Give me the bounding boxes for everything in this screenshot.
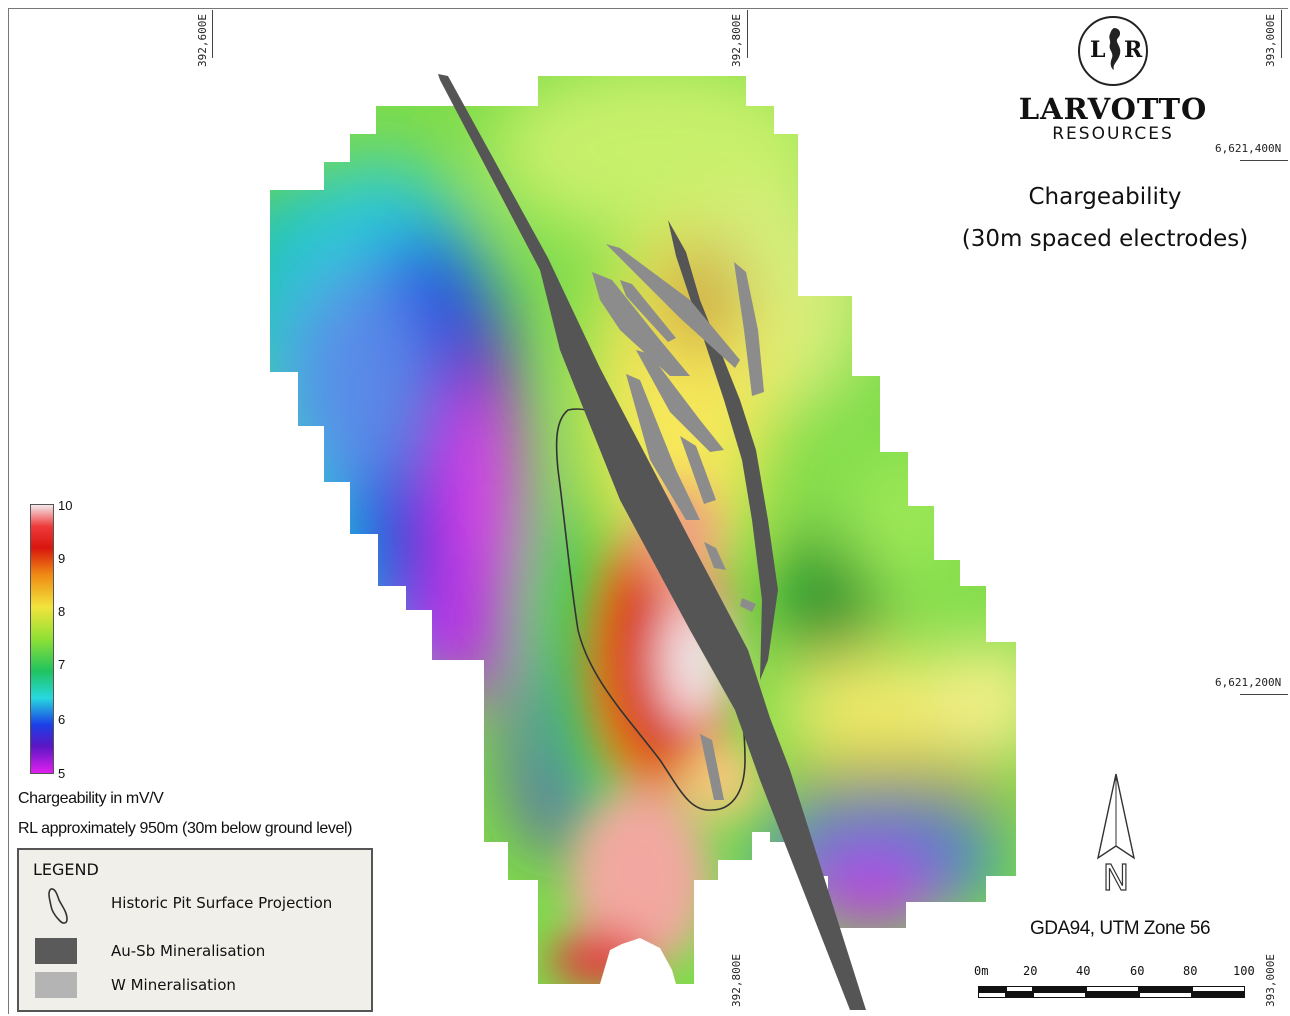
grid-system-label: GDA94, UTM Zone 56 [1030, 918, 1211, 939]
logo-letter-r: R [1124, 37, 1143, 63]
north-letter: N [1103, 858, 1130, 896]
easting-tick-392600 [212, 10, 213, 58]
scalebar-label-60: 60 [1130, 964, 1145, 978]
brand-subtitle: RESOURCES [1052, 124, 1174, 144]
legend-label-w: W Mineralisation [111, 976, 236, 994]
scalebar-seg [1086, 986, 1139, 992]
map-title: Chargeability (30m spaced electrodes) [940, 176, 1270, 260]
map-frame [8, 8, 1288, 1014]
scalebar-label-80: 80 [1183, 964, 1198, 978]
scale-tick-6: 6 [58, 712, 66, 727]
logo-letter-l: L [1090, 37, 1106, 63]
scalebar-label-40: 40 [1076, 964, 1091, 978]
au-sb-vein-east [668, 220, 778, 680]
legend-box: LEGEND Historic Pit Surface Projection A… [17, 848, 373, 1012]
chargeability-unit-label: Chargeability in mV/V [18, 790, 164, 807]
w-mineralisation-lenses [592, 244, 764, 800]
chargeability-color-scale [30, 504, 54, 774]
scalebar-seg [1086, 992, 1139, 998]
brand-name: LARVOTTO [1018, 92, 1208, 126]
legend-title: LEGEND [33, 860, 99, 879]
scalebar-label-20: 20 [1023, 964, 1038, 978]
scale-tick-5: 5 [58, 766, 66, 781]
scalebar-seg [1033, 986, 1086, 992]
scalebar-seg [1192, 986, 1245, 992]
scalebar-label-100: 100 [1233, 964, 1255, 978]
scalebar-seg [1006, 992, 1033, 998]
northing-tick-upper [1240, 160, 1288, 161]
legend-label-pit: Historic Pit Surface Projection [111, 894, 333, 912]
seahorse-icon [1109, 28, 1121, 70]
scale-tick-7: 7 [58, 657, 66, 672]
north-arrow-icon: N [1096, 773, 1136, 900]
pit-outline-icon [48, 888, 68, 924]
map-title-line2: (30m spaced electrodes) [961, 226, 1249, 252]
scalebar-seg [1139, 986, 1192, 992]
logo-monogram: L R [1078, 16, 1148, 86]
scalebar-seg [978, 992, 1006, 998]
au-sb-vein-lower [730, 690, 776, 744]
northing-tick-lower [1240, 694, 1288, 695]
easting-tick-392800 [747, 10, 748, 58]
map-title-line1: Chargeability [1028, 184, 1182, 210]
northing-label-6621200: 6,621,200N [1215, 676, 1282, 689]
scale-tick-10: 10 [58, 498, 73, 513]
au-sb-main-fault [438, 74, 866, 1010]
rl-note: RL approximately 950m (30m below ground … [18, 820, 353, 837]
scalebar-seg [1139, 992, 1192, 998]
larvotto-logo: L R LARVOTTO RESOURCES [1016, 16, 1210, 144]
scalebar-seg [1192, 992, 1245, 998]
northing-label-6621400: 6,621,400N [1215, 142, 1282, 155]
scalebar [978, 986, 1246, 1000]
scalebar-seg [978, 986, 1006, 992]
legend-label-au-sb: Au-Sb Mineralisation [111, 942, 266, 960]
easting-tick-393000 [1281, 10, 1282, 58]
scalebar-seg [1006, 986, 1033, 992]
scale-tick-8: 8 [58, 604, 66, 619]
scalebar-seg [1033, 992, 1086, 998]
swatch-au-sb [35, 938, 77, 964]
swatch-w [35, 972, 77, 998]
north-arrow: N [1094, 772, 1138, 901]
scalebar-label-0: 0m [974, 964, 989, 978]
scale-tick-9: 9 [58, 551, 66, 566]
